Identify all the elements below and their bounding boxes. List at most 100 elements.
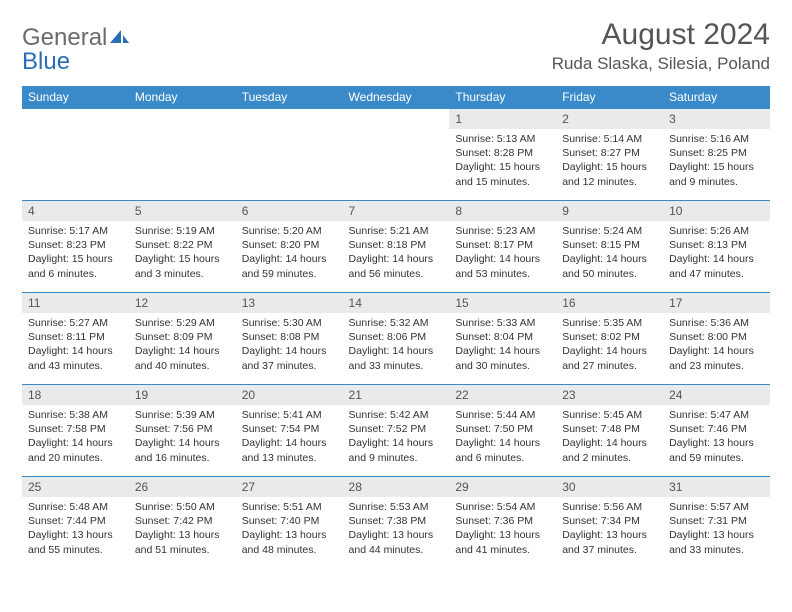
day-details: Sunrise: 5:44 AMSunset: 7:50 PMDaylight:…	[449, 405, 556, 471]
calendar-day-cell	[343, 109, 450, 201]
calendar-day-cell: 27Sunrise: 5:51 AMSunset: 7:40 PMDayligh…	[236, 477, 343, 569]
day-number: 20	[236, 385, 343, 405]
day-details: Sunrise: 5:20 AMSunset: 8:20 PMDaylight:…	[236, 221, 343, 287]
day-details: Sunrise: 5:48 AMSunset: 7:44 PMDaylight:…	[22, 497, 129, 563]
day-details: Sunrise: 5:42 AMSunset: 7:52 PMDaylight:…	[343, 405, 450, 471]
calendar-day-cell: 1Sunrise: 5:13 AMSunset: 8:28 PMDaylight…	[449, 109, 556, 201]
day-details: Sunrise: 5:38 AMSunset: 7:58 PMDaylight:…	[22, 405, 129, 471]
calendar-header-row: SundayMondayTuesdayWednesdayThursdayFrid…	[22, 86, 770, 109]
calendar-day-cell: 13Sunrise: 5:30 AMSunset: 8:08 PMDayligh…	[236, 293, 343, 385]
day-details: Sunrise: 5:13 AMSunset: 8:28 PMDaylight:…	[449, 129, 556, 195]
calendar-day-cell: 3Sunrise: 5:16 AMSunset: 8:25 PMDaylight…	[663, 109, 770, 201]
day-number: 31	[663, 477, 770, 497]
day-header: Sunday	[22, 86, 129, 109]
day-number: 26	[129, 477, 236, 497]
day-details: Sunrise: 5:29 AMSunset: 8:09 PMDaylight:…	[129, 313, 236, 379]
calendar-day-cell: 14Sunrise: 5:32 AMSunset: 8:06 PMDayligh…	[343, 293, 450, 385]
calendar-day-cell: 9Sunrise: 5:24 AMSunset: 8:15 PMDaylight…	[556, 201, 663, 293]
day-details: Sunrise: 5:14 AMSunset: 8:27 PMDaylight:…	[556, 129, 663, 195]
calendar-day-cell: 11Sunrise: 5:27 AMSunset: 8:11 PMDayligh…	[22, 293, 129, 385]
day-details: Sunrise: 5:57 AMSunset: 7:31 PMDaylight:…	[663, 497, 770, 563]
day-number: 12	[129, 293, 236, 313]
day-number: 15	[449, 293, 556, 313]
day-details: Sunrise: 5:33 AMSunset: 8:04 PMDaylight:…	[449, 313, 556, 379]
calendar-day-cell: 28Sunrise: 5:53 AMSunset: 7:38 PMDayligh…	[343, 477, 450, 569]
calendar-day-cell: 15Sunrise: 5:33 AMSunset: 8:04 PMDayligh…	[449, 293, 556, 385]
calendar-table: SundayMondayTuesdayWednesdayThursdayFrid…	[22, 86, 770, 569]
calendar-day-cell: 30Sunrise: 5:56 AMSunset: 7:34 PMDayligh…	[556, 477, 663, 569]
calendar-day-cell: 17Sunrise: 5:36 AMSunset: 8:00 PMDayligh…	[663, 293, 770, 385]
day-details: Sunrise: 5:21 AMSunset: 8:18 PMDaylight:…	[343, 221, 450, 287]
calendar-day-cell: 31Sunrise: 5:57 AMSunset: 7:31 PMDayligh…	[663, 477, 770, 569]
calendar-day-cell: 21Sunrise: 5:42 AMSunset: 7:52 PMDayligh…	[343, 385, 450, 477]
day-number: 16	[556, 293, 663, 313]
day-details: Sunrise: 5:27 AMSunset: 8:11 PMDaylight:…	[22, 313, 129, 379]
day-number: 3	[663, 109, 770, 129]
calendar-day-cell: 18Sunrise: 5:38 AMSunset: 7:58 PMDayligh…	[22, 385, 129, 477]
day-header: Wednesday	[343, 86, 450, 109]
day-details: Sunrise: 5:39 AMSunset: 7:56 PMDaylight:…	[129, 405, 236, 471]
day-number: 27	[236, 477, 343, 497]
day-details: Sunrise: 5:41 AMSunset: 7:54 PMDaylight:…	[236, 405, 343, 471]
day-details: Sunrise: 5:47 AMSunset: 7:46 PMDaylight:…	[663, 405, 770, 471]
day-number: 17	[663, 293, 770, 313]
header: GeneralBlue August 2024 Ruda Slaska, Sil…	[22, 18, 770, 76]
calendar-day-cell: 4Sunrise: 5:17 AMSunset: 8:23 PMDaylight…	[22, 201, 129, 293]
day-number: 18	[22, 385, 129, 405]
logo-sail-icon	[109, 24, 131, 52]
calendar-day-cell	[22, 109, 129, 201]
day-header: Thursday	[449, 86, 556, 109]
day-number: 25	[22, 477, 129, 497]
day-details: Sunrise: 5:36 AMSunset: 8:00 PMDaylight:…	[663, 313, 770, 379]
day-number: 2	[556, 109, 663, 129]
day-number: 23	[556, 385, 663, 405]
calendar-day-cell: 8Sunrise: 5:23 AMSunset: 8:17 PMDaylight…	[449, 201, 556, 293]
day-number: 8	[449, 201, 556, 221]
day-number: 10	[663, 201, 770, 221]
day-number: 5	[129, 201, 236, 221]
calendar-week-row: 18Sunrise: 5:38 AMSunset: 7:58 PMDayligh…	[22, 385, 770, 477]
day-details: Sunrise: 5:24 AMSunset: 8:15 PMDaylight:…	[556, 221, 663, 287]
calendar-day-cell	[129, 109, 236, 201]
logo: GeneralBlue	[22, 24, 131, 76]
calendar-week-row: 25Sunrise: 5:48 AMSunset: 7:44 PMDayligh…	[22, 477, 770, 569]
calendar-day-cell: 19Sunrise: 5:39 AMSunset: 7:56 PMDayligh…	[129, 385, 236, 477]
calendar-day-cell: 29Sunrise: 5:54 AMSunset: 7:36 PMDayligh…	[449, 477, 556, 569]
day-number: 9	[556, 201, 663, 221]
day-number: 6	[236, 201, 343, 221]
day-number: 19	[129, 385, 236, 405]
calendar-day-cell: 12Sunrise: 5:29 AMSunset: 8:09 PMDayligh…	[129, 293, 236, 385]
day-header: Monday	[129, 86, 236, 109]
calendar-body: 1Sunrise: 5:13 AMSunset: 8:28 PMDaylight…	[22, 109, 770, 569]
day-number: 30	[556, 477, 663, 497]
calendar-day-cell: 23Sunrise: 5:45 AMSunset: 7:48 PMDayligh…	[556, 385, 663, 477]
calendar-day-cell: 22Sunrise: 5:44 AMSunset: 7:50 PMDayligh…	[449, 385, 556, 477]
day-details: Sunrise: 5:45 AMSunset: 7:48 PMDaylight:…	[556, 405, 663, 471]
day-details: Sunrise: 5:35 AMSunset: 8:02 PMDaylight:…	[556, 313, 663, 379]
day-details: Sunrise: 5:56 AMSunset: 7:34 PMDaylight:…	[556, 497, 663, 563]
calendar-week-row: 11Sunrise: 5:27 AMSunset: 8:11 PMDayligh…	[22, 293, 770, 385]
day-number: 29	[449, 477, 556, 497]
calendar-day-cell: 2Sunrise: 5:14 AMSunset: 8:27 PMDaylight…	[556, 109, 663, 201]
calendar-day-cell: 24Sunrise: 5:47 AMSunset: 7:46 PMDayligh…	[663, 385, 770, 477]
page-subtitle: Ruda Slaska, Silesia, Poland	[552, 54, 770, 74]
day-header: Friday	[556, 86, 663, 109]
day-details: Sunrise: 5:32 AMSunset: 8:06 PMDaylight:…	[343, 313, 450, 379]
calendar-day-cell	[236, 109, 343, 201]
calendar-day-cell: 26Sunrise: 5:50 AMSunset: 7:42 PMDayligh…	[129, 477, 236, 569]
day-number: 13	[236, 293, 343, 313]
calendar-week-row: 1Sunrise: 5:13 AMSunset: 8:28 PMDaylight…	[22, 109, 770, 201]
day-header: Tuesday	[236, 86, 343, 109]
day-number: 1	[449, 109, 556, 129]
calendar-week-row: 4Sunrise: 5:17 AMSunset: 8:23 PMDaylight…	[22, 201, 770, 293]
day-number: 4	[22, 201, 129, 221]
calendar-day-cell: 5Sunrise: 5:19 AMSunset: 8:22 PMDaylight…	[129, 201, 236, 293]
day-details: Sunrise: 5:53 AMSunset: 7:38 PMDaylight:…	[343, 497, 450, 563]
day-number: 21	[343, 385, 450, 405]
page-title: August 2024	[552, 18, 770, 52]
logo-text-gray: General	[22, 24, 107, 51]
calendar-day-cell: 25Sunrise: 5:48 AMSunset: 7:44 PMDayligh…	[22, 477, 129, 569]
day-details: Sunrise: 5:26 AMSunset: 8:13 PMDaylight:…	[663, 221, 770, 287]
calendar-day-cell: 6Sunrise: 5:20 AMSunset: 8:20 PMDaylight…	[236, 201, 343, 293]
day-details: Sunrise: 5:19 AMSunset: 8:22 PMDaylight:…	[129, 221, 236, 287]
